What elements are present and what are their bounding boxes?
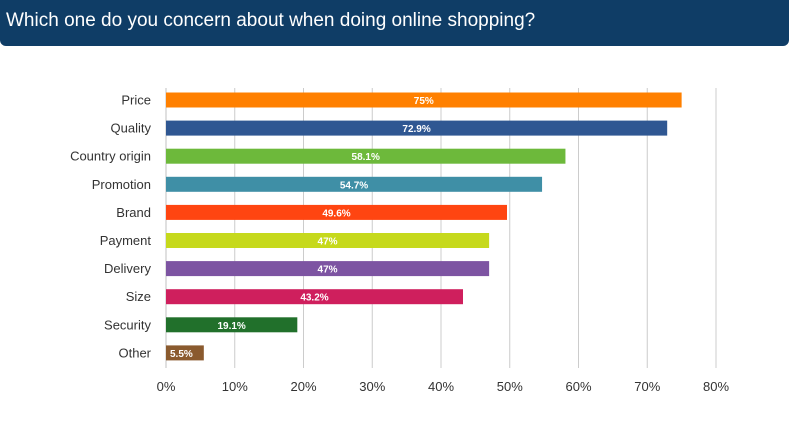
x-tick-label: 30%	[359, 379, 385, 394]
data-label: 75%	[414, 96, 434, 107]
category-label: Quality	[111, 121, 152, 136]
bar	[166, 261, 490, 277]
x-tick-label: 10%	[222, 379, 248, 394]
x-tick-label: 60%	[565, 379, 591, 394]
x-tick-label: 70%	[634, 379, 660, 394]
category-label: Delivery	[104, 261, 151, 276]
category-label: Price	[121, 93, 151, 108]
category-label: Country origin	[70, 149, 151, 164]
category-label: Other	[118, 345, 151, 360]
data-label: 54.7%	[340, 180, 368, 191]
x-tick-label: 0%	[157, 379, 176, 394]
header-bar: Which one do you concern about when doin…	[0, 0, 789, 46]
bar	[166, 289, 463, 305]
x-tick-label: 80%	[703, 379, 729, 394]
x-tick-label: 40%	[428, 379, 454, 394]
bar	[166, 317, 298, 333]
data-label: 47%	[318, 237, 338, 248]
page-title: Which one do you concern about when doin…	[6, 10, 536, 31]
data-label: 47%	[318, 265, 338, 276]
category-label: Payment	[100, 233, 152, 248]
data-label: 5.5%	[170, 349, 193, 360]
category-label: Brand	[116, 205, 151, 220]
data-label: 49.6%	[322, 208, 350, 219]
bar	[166, 176, 543, 192]
data-label: 72.9%	[402, 124, 430, 135]
data-label: 58.1%	[352, 152, 380, 163]
data-label: 19.1%	[217, 321, 245, 332]
chart-area: 0% 10% 20% 30% 40% 50% 60% 70% 80% Price 75% Qualit…	[0, 46, 791, 428]
bar	[166, 233, 490, 248]
category-label: Security	[104, 317, 151, 332]
category-label: Promotion	[92, 177, 151, 192]
bar-chart: 0% 10% 20% 30% 40% 50% 60% 70% 80% Price 75% Qualit…	[70, 88, 729, 394]
x-tick-label: 20%	[290, 379, 316, 394]
bar	[166, 204, 507, 220]
category-label: Size	[126, 289, 151, 304]
bar	[166, 120, 668, 136]
x-tick-label: 50%	[497, 379, 523, 394]
data-label: 43.2%	[300, 293, 328, 304]
bar	[166, 345, 204, 361]
bar	[166, 92, 682, 108]
bar	[166, 148, 566, 164]
